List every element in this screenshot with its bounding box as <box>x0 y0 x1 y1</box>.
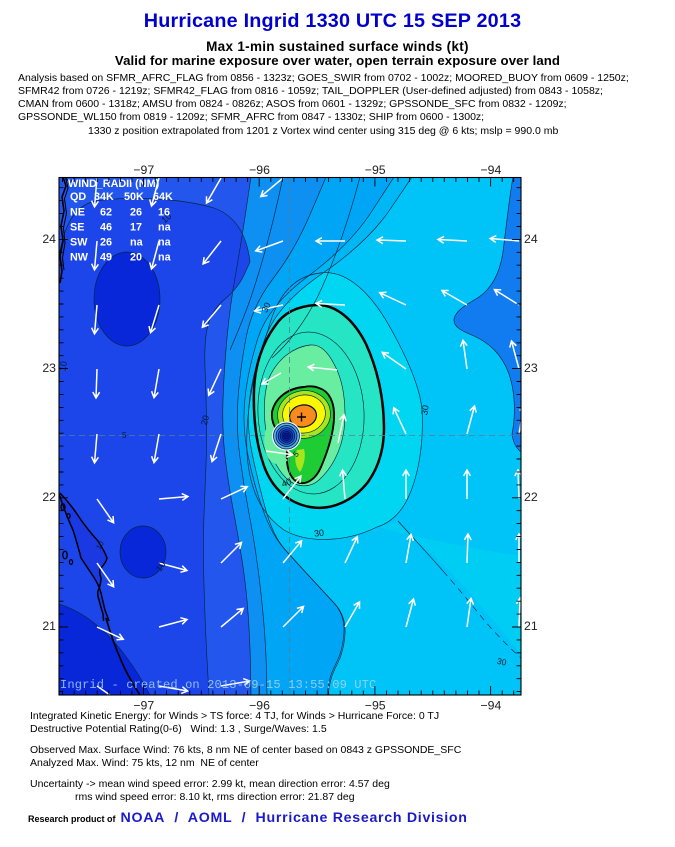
svg-text:−94: −94 <box>480 163 501 177</box>
svg-text:10: 10 <box>159 211 173 225</box>
svg-text:30: 30 <box>313 527 324 538</box>
svg-text:30: 30 <box>419 404 430 415</box>
svg-text:50K: 50K <box>124 191 144 203</box>
svg-text:49: 49 <box>100 252 112 264</box>
svg-text:Ingrid - created on 2013-09-15: Ingrid - created on 2013-09-15 13:55:09 … <box>60 678 376 692</box>
svg-text:na: na <box>158 222 172 234</box>
svg-text:64K: 64K <box>153 191 173 203</box>
svg-text:10: 10 <box>154 560 168 574</box>
svg-text:24: 24 <box>42 232 56 246</box>
svg-text:−96: −96 <box>249 699 270 713</box>
svg-text:26: 26 <box>130 207 142 219</box>
svg-text:5: 5 <box>291 449 301 459</box>
svg-text:−95: −95 <box>365 699 386 713</box>
svg-text:SE: SE <box>70 222 84 234</box>
svg-text:16: 16 <box>158 207 170 219</box>
svg-text:−96: −96 <box>249 163 270 177</box>
svg-text:−94: −94 <box>480 699 501 713</box>
svg-text:na: na <box>158 252 172 264</box>
svg-text:34K: 34K <box>94 191 114 203</box>
svg-text:20: 20 <box>199 414 211 426</box>
svg-text:20: 20 <box>130 252 142 264</box>
svg-text:−97: −97 <box>133 163 154 177</box>
svg-text:10: 10 <box>57 360 69 372</box>
svg-text:WIND_RADII (NM): WIND_RADII (NM) <box>68 178 160 190</box>
svg-text:62: 62 <box>100 207 112 219</box>
svg-text:21: 21 <box>524 619 538 633</box>
svg-text:22: 22 <box>42 490 56 504</box>
svg-text:23: 23 <box>42 361 56 375</box>
svg-text:22: 22 <box>524 490 538 504</box>
svg-text:QD: QD <box>70 191 86 203</box>
svg-text:26: 26 <box>100 237 112 249</box>
svg-text:17: 17 <box>130 222 142 234</box>
svg-text:21: 21 <box>42 619 56 633</box>
svg-text:NW: NW <box>70 252 89 264</box>
svg-text:na: na <box>130 237 144 249</box>
svg-text:23: 23 <box>524 361 538 375</box>
svg-text:30: 30 <box>259 301 272 314</box>
svg-text:NE: NE <box>70 207 85 219</box>
svg-text:30: 30 <box>496 656 508 668</box>
svg-text:5: 5 <box>122 431 127 440</box>
svg-text:46: 46 <box>100 222 112 234</box>
svg-text:10: 10 <box>94 539 106 551</box>
svg-text:−95: −95 <box>365 163 386 177</box>
svg-text:na: na <box>158 237 172 249</box>
svg-text:40: 40 <box>280 476 293 489</box>
svg-text:−97: −97 <box>133 699 154 713</box>
svg-text:24: 24 <box>524 232 538 246</box>
svg-text:SW: SW <box>70 237 88 249</box>
